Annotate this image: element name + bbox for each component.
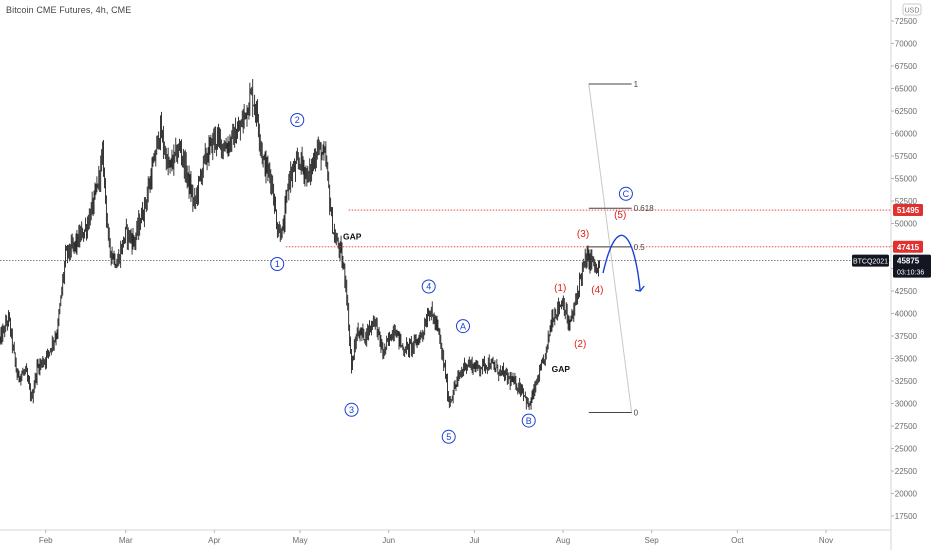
countdown-timer: 03:10:36 [897,270,924,277]
projection-arrowhead [635,285,645,292]
currency-badge [902,3,922,16]
level-price-tag [893,204,923,217]
gap-label: GAP [552,364,571,374]
level-price-tag-label: 51495 [897,206,920,215]
wave-circle [441,429,456,444]
fib-level-label: 1 [634,80,639,89]
wave-label-A: A [460,321,466,331]
symbol-tag [852,254,889,267]
time-tick-label: Mar [119,536,133,545]
price-tick-label: 62500 [895,107,918,116]
time-axis[interactable]: Feb Mar Apr May Jun Jul Aug Sep Oct Nov [0,529,891,545]
price-tick-label: 27500 [895,422,918,431]
subwave-label: (1) [554,283,566,294]
price-tick-label: 22500 [895,467,918,476]
price-tick-label: 40000 [895,310,918,319]
fib-level-label: 0.5 [634,243,646,252]
wave-label-3: 3 [349,405,354,415]
price-tick-label: 60000 [895,130,918,139]
price-axis[interactable]: 17500 20000 22500 25000 27500 30000 32500 35000… [890,0,931,550]
time-tick-label: May [293,536,308,545]
price-tick-label: 67500 [895,62,918,71]
wave-label-4: 4 [426,282,431,292]
time-tick-label: Jun [382,536,395,545]
wave-circle [290,113,305,127]
time-tick-label: Feb [39,536,53,545]
subwave-label: (4) [591,285,603,296]
wave-circle [521,413,536,428]
price-tick-label: 70000 [895,40,918,49]
wave-label-C: C [623,189,630,199]
price-tick-label: 57500 [895,152,918,161]
level-price-tag-label: 47415 [897,243,920,252]
time-tick-label: Apr [208,536,221,545]
symbol-title: Bitcoin CME Futures, 4h, CME [6,5,132,15]
time-tick-label: Nov [819,536,833,545]
current-price-tag [893,254,931,278]
price-tick-label: 32500 [895,377,918,386]
wave-label-1: 1 [275,259,280,269]
subwave-label: (5) [614,210,626,221]
time-tick-label: Sep [645,536,660,545]
interval-label: 4h [95,5,106,15]
wave-label-5: 5 [446,432,451,442]
price-tick-label: 52500 [895,197,918,206]
fib-level-label: 0.618 [634,204,655,213]
wave-labels: GAP GAP 1 2 3 4 5 A B C (1) (2) (3) (4) (5) [270,113,645,444]
candles [0,79,600,410]
wave-circle [421,279,436,294]
symbol-name: Bitcoin CME Futures [6,5,91,15]
price-tick-label: 25000 [895,445,918,454]
exchange-label: CME [111,5,132,15]
price-tick-label: 37500 [895,332,918,341]
horizontal-levels: BTCQ2021 [0,209,891,267]
current-price-value: 45875 [897,257,920,266]
wave-label-2: 2 [295,115,300,125]
wave-circle [456,319,471,334]
fib-level-label: 0 [634,409,639,418]
price-tick-label: 65000 [895,85,918,94]
wave-circle [618,186,633,201]
level-price-tag [893,240,923,253]
time-tick-label: Oct [731,536,744,545]
price-tick-label: 35000 [895,355,918,364]
price-tick-label: 42500 [895,287,918,296]
fibonacci-retracement[interactable]: 1 0.618 0.5 0 [588,80,655,418]
subwave-label: (2) [574,339,586,350]
wave-circle [270,257,285,271]
price-tick-label: 55000 [895,175,918,184]
wave-label-B: B [526,416,532,426]
price-tick-label: 17500 [895,512,918,521]
projection-arrow [602,234,641,292]
subwave-label: (3) [577,229,589,240]
time-tick-label: Jul [469,536,479,545]
time-tick-label: Aug [556,536,570,545]
price-tick-label: 50000 [895,220,918,229]
currency-label: USD [905,8,920,15]
price-tick-label: 20000 [895,490,918,499]
wave-circle [344,402,359,417]
price-tick-label: 72500 [895,17,918,26]
price-tick-label: 30000 [895,400,918,409]
symbol-tag-label: BTCQ2021 [853,259,888,266]
gap-label: GAP [343,232,362,242]
